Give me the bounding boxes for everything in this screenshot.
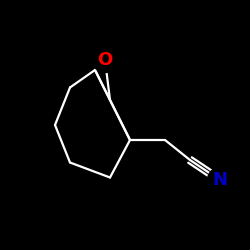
- Text: O: O: [98, 51, 112, 69]
- Circle shape: [208, 168, 233, 192]
- Circle shape: [92, 48, 118, 72]
- Text: N: N: [212, 171, 228, 189]
